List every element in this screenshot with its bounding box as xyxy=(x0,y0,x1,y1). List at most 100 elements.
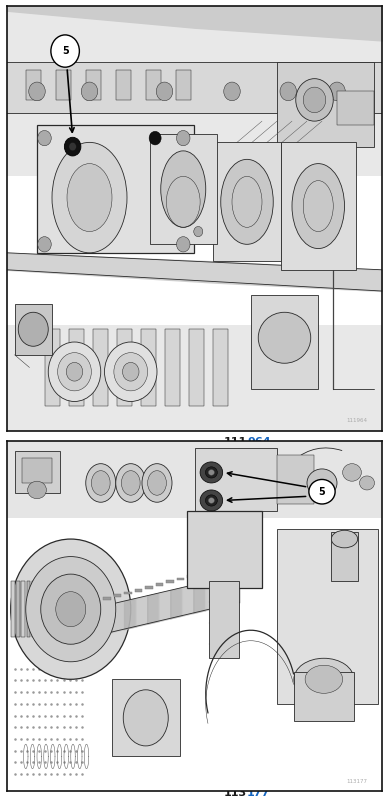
Ellipse shape xyxy=(91,471,110,495)
Ellipse shape xyxy=(209,497,214,503)
Bar xyxy=(7,325,382,431)
Bar xyxy=(114,595,121,597)
Bar xyxy=(165,330,180,405)
Bar xyxy=(93,330,108,405)
Bar xyxy=(37,126,194,253)
Ellipse shape xyxy=(156,82,173,101)
Bar xyxy=(177,578,184,580)
Bar xyxy=(194,448,277,511)
Ellipse shape xyxy=(149,131,161,145)
Text: 113177: 113177 xyxy=(346,779,367,784)
Text: 964: 964 xyxy=(247,437,271,447)
Bar xyxy=(7,6,382,177)
Bar xyxy=(7,441,382,518)
Ellipse shape xyxy=(51,35,79,67)
Ellipse shape xyxy=(177,131,190,146)
Bar xyxy=(86,70,101,100)
Bar xyxy=(294,672,354,721)
Ellipse shape xyxy=(48,342,101,401)
Bar xyxy=(187,511,262,588)
Ellipse shape xyxy=(209,470,214,476)
Bar xyxy=(26,70,41,100)
Bar xyxy=(145,586,152,589)
Ellipse shape xyxy=(123,363,139,381)
Bar xyxy=(14,451,60,493)
Bar xyxy=(32,581,35,638)
Ellipse shape xyxy=(305,665,343,693)
Bar xyxy=(11,581,14,638)
Bar xyxy=(16,581,20,638)
Ellipse shape xyxy=(64,137,81,156)
Ellipse shape xyxy=(177,237,190,252)
Bar xyxy=(189,330,204,405)
Ellipse shape xyxy=(307,469,337,497)
Ellipse shape xyxy=(26,557,116,662)
Bar xyxy=(213,330,228,405)
Bar xyxy=(149,134,217,244)
Ellipse shape xyxy=(114,353,147,391)
Ellipse shape xyxy=(296,79,333,121)
Ellipse shape xyxy=(205,495,217,506)
Bar xyxy=(47,581,51,638)
Ellipse shape xyxy=(148,471,166,495)
Ellipse shape xyxy=(66,363,83,381)
Bar xyxy=(68,330,84,405)
Ellipse shape xyxy=(52,143,127,253)
Text: 111: 111 xyxy=(224,437,247,447)
Ellipse shape xyxy=(28,481,46,499)
Bar xyxy=(124,592,131,595)
Ellipse shape xyxy=(81,82,98,101)
Bar xyxy=(251,295,318,388)
Ellipse shape xyxy=(58,353,91,391)
Text: 5: 5 xyxy=(319,487,325,496)
Ellipse shape xyxy=(329,82,345,101)
Ellipse shape xyxy=(303,87,326,113)
Bar xyxy=(116,70,131,100)
Ellipse shape xyxy=(292,164,345,248)
Bar xyxy=(146,70,161,100)
Ellipse shape xyxy=(105,342,157,401)
Bar xyxy=(156,584,163,586)
Text: 111964: 111964 xyxy=(346,418,367,422)
Bar xyxy=(229,563,237,567)
Ellipse shape xyxy=(142,463,172,502)
Bar xyxy=(277,455,314,504)
Bar xyxy=(103,597,110,600)
Text: 113: 113 xyxy=(224,788,247,798)
Bar xyxy=(44,330,60,405)
Ellipse shape xyxy=(38,131,51,146)
Bar xyxy=(93,600,100,603)
Ellipse shape xyxy=(38,237,51,252)
Bar xyxy=(37,581,41,638)
Ellipse shape xyxy=(18,312,48,347)
Bar xyxy=(42,581,46,638)
Ellipse shape xyxy=(205,467,217,478)
Bar xyxy=(281,143,356,270)
Bar xyxy=(166,580,173,584)
Ellipse shape xyxy=(331,530,357,548)
Bar xyxy=(219,567,226,569)
Bar xyxy=(82,603,89,605)
Bar xyxy=(141,330,156,405)
Ellipse shape xyxy=(221,160,273,244)
Ellipse shape xyxy=(359,476,375,490)
Ellipse shape xyxy=(116,463,146,502)
Bar xyxy=(213,143,281,261)
Bar xyxy=(208,569,216,572)
Ellipse shape xyxy=(123,690,168,746)
Ellipse shape xyxy=(41,574,101,644)
Bar xyxy=(176,70,191,100)
Bar xyxy=(26,581,30,638)
Ellipse shape xyxy=(200,490,223,511)
Ellipse shape xyxy=(67,164,112,231)
Ellipse shape xyxy=(194,226,203,237)
Ellipse shape xyxy=(161,151,206,227)
Ellipse shape xyxy=(309,480,335,504)
Bar xyxy=(14,304,52,355)
Bar xyxy=(277,62,375,147)
Bar xyxy=(3,62,386,113)
Bar xyxy=(135,589,142,592)
Text: 5: 5 xyxy=(62,46,68,56)
Bar xyxy=(331,532,357,581)
Ellipse shape xyxy=(280,82,296,101)
